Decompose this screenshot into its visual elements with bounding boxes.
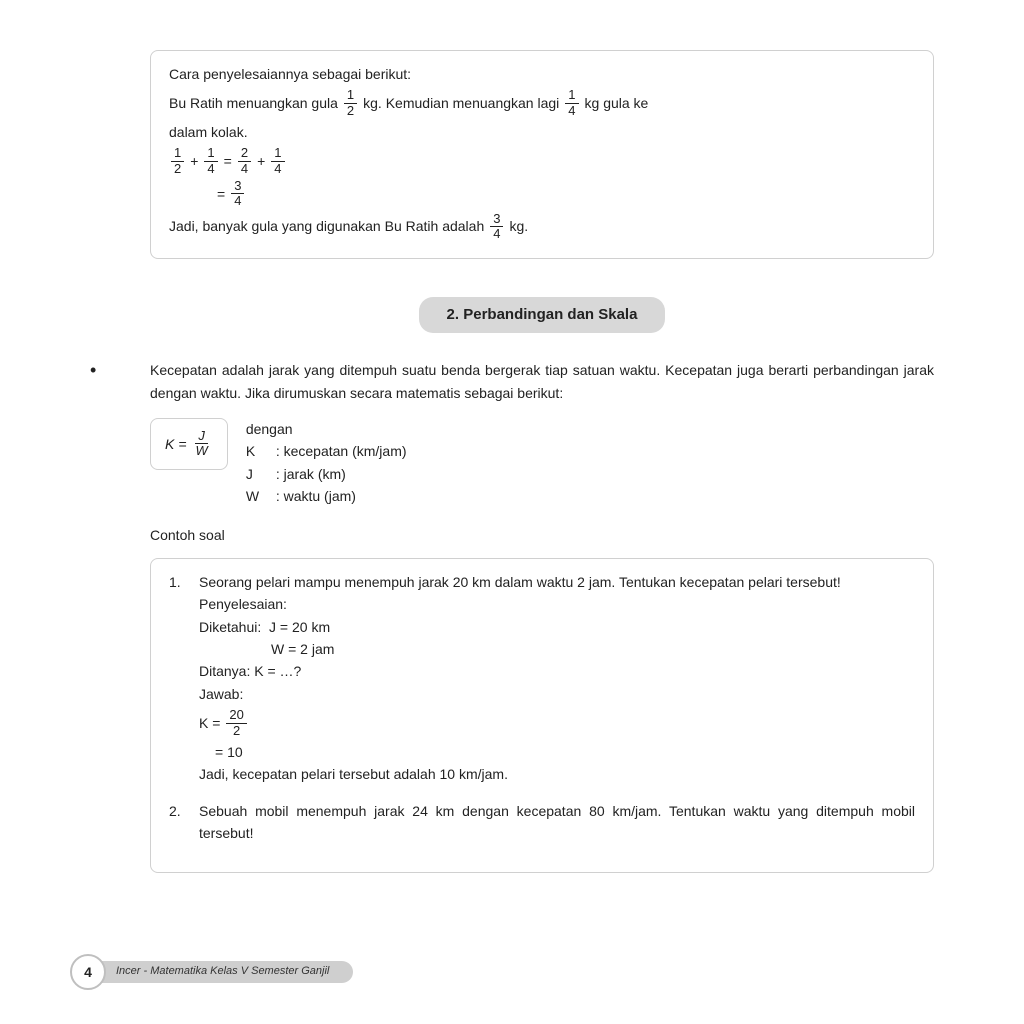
fraction: 12 <box>344 88 357 118</box>
page-number: 4 <box>70 954 106 990</box>
equation-line: 12 + 14 = 24 + 14 <box>169 146 915 176</box>
example-box: 1. Seorang pelari mampu menempuh jarak 2… <box>150 558 934 874</box>
example-label: Contoh soal <box>150 524 934 546</box>
conclusion-line: Jadi, kecepatan pelari tersebut adalah 1… <box>199 763 915 785</box>
text-line: Bu Ratih menuangkan gula 12 kg. Kemudian… <box>169 88 915 118</box>
example-item: 1. Seorang pelari mampu menempuh jarak 2… <box>169 571 915 786</box>
page-footer: 4 Incer - Matematika Kelas V Semester Ga… <box>70 954 353 990</box>
text-line: dalam kolak. <box>169 121 915 143</box>
formula-box: K = J W <box>150 418 228 470</box>
fraction: 14 <box>565 88 578 118</box>
formula-row: K = J W dengan K: kecepatan (km/jam) J: … <box>150 418 934 508</box>
section-heading: 2. Perbandingan dan Skala <box>419 297 666 333</box>
paragraph: Kecepatan adalah jarak yang ditempuh sua… <box>110 359 934 404</box>
question-text: Sebuah mobil menempuh jarak 24 km dengan… <box>199 800 915 845</box>
equation-line: = 34 <box>169 179 915 209</box>
text-line: Cara penyelesaiannya sebagai berikut: <box>169 63 915 85</box>
bullet-item: • Kecepatan adalah jarak yang ditempuh s… <box>90 359 934 404</box>
conclusion-line: Jadi, banyak gula yang digunakan Bu Rati… <box>169 212 915 242</box>
example-item: 2. Sebuah mobil menempuh jarak 24 km den… <box>169 800 915 845</box>
page-content: Cara penyelesaiannya sebagai berikut: Bu… <box>90 50 934 873</box>
bullet-icon: • <box>90 359 110 382</box>
equation-line: K = 202 <box>199 708 915 738</box>
footer-title: Incer - Matematika Kelas V Semester Ganj… <box>88 961 353 983</box>
definitions: dengan K: kecepatan (km/jam) J: jarak (k… <box>246 418 407 508</box>
question-text: Seorang pelari mampu menempuh jarak 20 k… <box>199 571 915 593</box>
solution-box-1: Cara penyelesaiannya sebagai berikut: Bu… <box>150 50 934 259</box>
